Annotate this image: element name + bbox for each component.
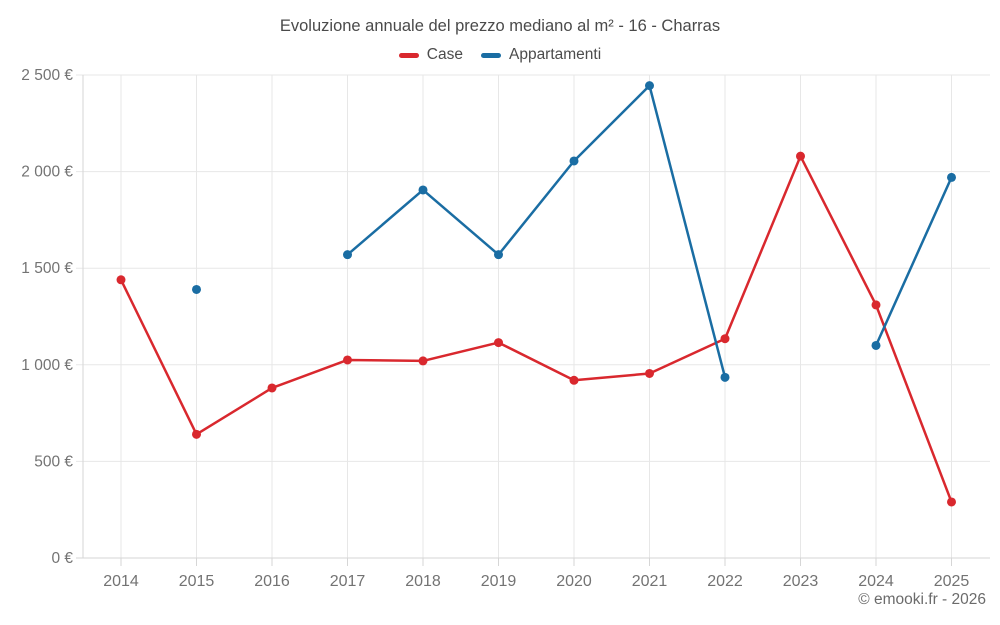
attribution-text: © emooki.fr - 2026: [858, 591, 986, 608]
y-axis-labels: 0 € 500 € 1 000 € 1 500 € 2 000 € 2 500 €: [21, 67, 73, 567]
series-line: [119, 154, 953, 504]
legend-label: Case: [426, 46, 463, 63]
data-point: [343, 250, 352, 260]
data-point: [192, 429, 201, 439]
data-point: [947, 497, 956, 507]
series-case: [116, 151, 956, 507]
data-point: [569, 375, 579, 385]
y-tick-label: 1 500 €: [21, 260, 73, 277]
data-point: [494, 250, 503, 260]
data-point: [418, 356, 428, 366]
data-point: [192, 284, 201, 294]
x-tick-label: 2014: [103, 573, 139, 590]
series-appartamenti: [192, 81, 956, 382]
chart-title: Evoluzione annuale del prezzo mediano al…: [279, 17, 721, 35]
data-point: [418, 185, 428, 195]
case-legend-dash-icon: [398, 52, 419, 58]
legend-item-case[interactable]: Case: [398, 46, 463, 64]
data-point: [116, 275, 126, 285]
legend-item-appartamenti[interactable]: Appartamenti: [480, 46, 602, 64]
y-tick-label: 0 €: [51, 550, 73, 567]
x-tick-label: 2024: [858, 573, 894, 590]
x-tick-label: 2018: [405, 573, 441, 590]
data-point: [645, 81, 654, 91]
data-point: [494, 338, 503, 348]
data-point: [871, 340, 881, 350]
x-tick-label: 2016: [254, 573, 290, 590]
data-point: [267, 383, 277, 393]
x-tick-label: 2019: [481, 573, 517, 590]
y-tick-label: 2 000 €: [21, 164, 73, 181]
data-point: [343, 355, 352, 365]
appartamenti-legend-dash-icon: [480, 52, 501, 58]
data-point: [947, 172, 956, 182]
x-tick-label: 2025: [934, 573, 970, 590]
y-tick-label: 500 €: [34, 453, 73, 470]
x-tick-label: 2017: [330, 573, 366, 590]
y-tick-label: 2 500 €: [21, 67, 73, 84]
x-tick-label: 2022: [707, 573, 743, 590]
data-point: [645, 368, 654, 378]
data-point: [796, 151, 805, 161]
series-line: [346, 84, 727, 379]
chart-legend: Case Appartamenti: [0, 46, 1000, 64]
legend-label: Appartamenti: [508, 46, 602, 63]
data-point: [720, 334, 730, 344]
gridlines: [76, 74, 990, 566]
x-tick-label: 2023: [783, 573, 819, 590]
x-tick-label: 2020: [556, 573, 592, 590]
x-tick-label: 2015: [179, 573, 215, 590]
series-line: [874, 176, 953, 347]
data-point: [569, 156, 579, 166]
data-point: [871, 300, 881, 310]
x-tick-label: 2021: [632, 573, 668, 590]
data-point: [720, 372, 730, 382]
axes: [76, 75, 990, 559]
y-tick-label: 1 000 €: [21, 357, 73, 374]
x-axis-labels: 2014 2015 2016 2017 2018 2019 2020 2021 2022 2023…: [103, 573, 969, 590]
